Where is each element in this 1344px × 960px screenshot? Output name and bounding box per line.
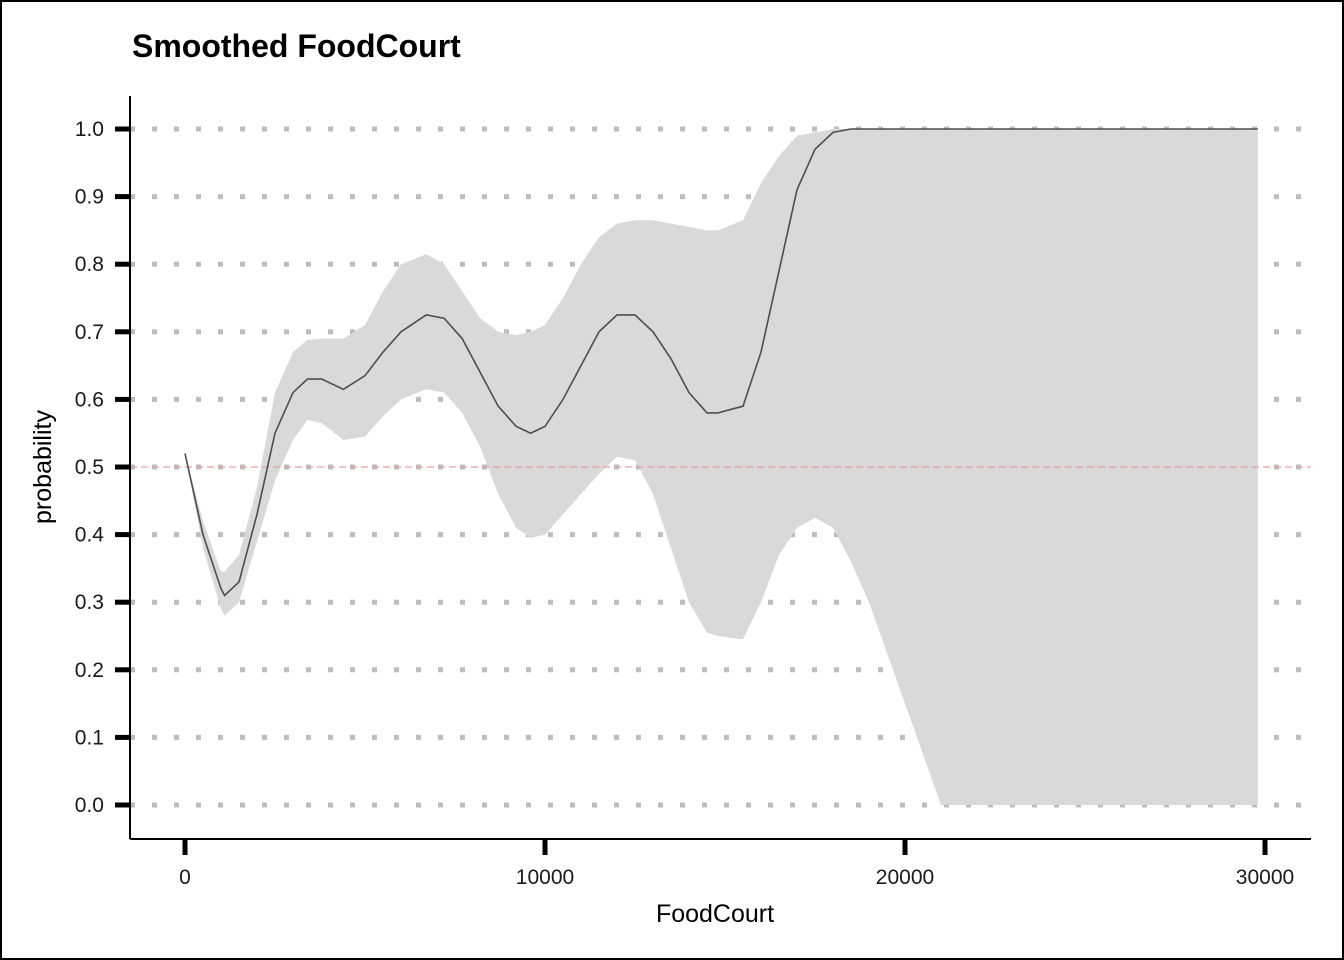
x-tick-label: 30000 (1236, 866, 1294, 889)
y-tick-label: 0.3 (75, 591, 104, 614)
y-tick-label: 0.1 (75, 726, 104, 749)
y-tick-label: 0.8 (75, 253, 104, 276)
y-tick-label: 0.5 (75, 456, 104, 479)
chart-title: Smoothed FoodCourt (132, 28, 461, 64)
y-axis-label: probability (29, 410, 57, 524)
y-tick-label: 0.7 (75, 321, 104, 344)
confidence-ribbon (185, 129, 1258, 805)
y-tick-label: 0.0 (75, 794, 104, 817)
x-axis-label: FoodCourt (656, 900, 774, 928)
y-tick-label: 0.9 (75, 186, 104, 209)
y-tick-label: 1.0 (75, 118, 104, 141)
x-tick-label: 0 (179, 866, 191, 889)
y-tick-label: 0.6 (75, 388, 104, 411)
y-axis-ticks: 0.0 0.1 0.2 0.3 0.4 0.5 0.6 0.7 0.8 0.9 1.0 (75, 118, 131, 817)
smoothed-line (184, 128, 1258, 597)
x-tick-label: 20000 (876, 866, 934, 889)
x-axis-ticks: 0 10000 20000 30000 (179, 839, 1294, 889)
y-tick-label: 0.4 (75, 524, 105, 547)
y-tick-label: 0.2 (75, 659, 104, 682)
x-tick-label: 10000 (516, 866, 574, 889)
